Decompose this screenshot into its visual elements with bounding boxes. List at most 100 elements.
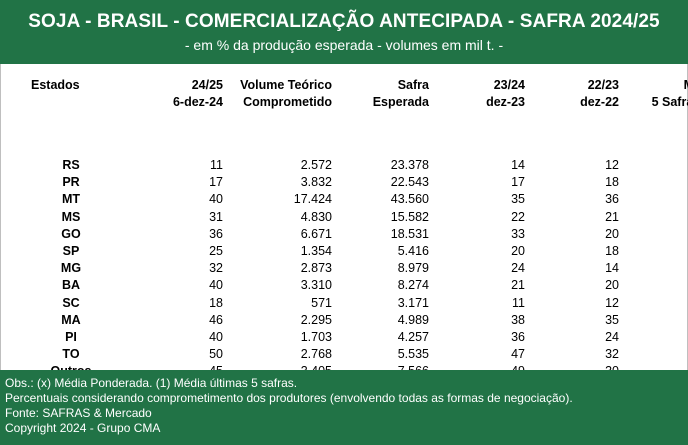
value-cell: 22.543 <box>390 175 429 190</box>
table-row: SP 25 1.354 5.416 20 1833,4 <box>1 243 688 260</box>
value-cell: 12 <box>605 295 619 310</box>
value-cell: 44,8 <box>619 191 688 208</box>
state-cell: GO <box>61 226 81 241</box>
value-cell: 20,2 <box>619 295 688 312</box>
value-cell: 4.830 <box>300 209 332 224</box>
table-row: MT 40 17.424 43.560 35 3644,8 <box>1 191 688 208</box>
col-header-safra: Safra Esperada <box>372 78 429 109</box>
state-cell: MS <box>61 209 81 224</box>
value-cell: 40,0 <box>619 329 688 346</box>
value-cell: 32 <box>209 261 223 276</box>
report-footer: Obs.: (x) Média Ponderada. (1) Média últ… <box>0 370 688 445</box>
value-cell: 35 <box>511 192 525 207</box>
value-cell: 47,0 <box>619 346 688 363</box>
value-cell: 14 <box>605 261 619 276</box>
table-row: BA 40 3.310 8.274 21 2035,0 <box>1 277 688 294</box>
value-cell: 47 <box>511 347 525 362</box>
state-cell: MA <box>61 312 81 327</box>
value-cell: 22 <box>511 209 525 224</box>
value-cell: 39,2 <box>619 226 688 243</box>
state-cell: TO <box>62 347 80 362</box>
value-cell: 35 <box>605 312 619 327</box>
value-cell: 35,0 <box>619 277 688 294</box>
table-row: MG 32 2.873 8.979 24 1434,4 <box>1 260 688 277</box>
col-header-2425: 24/25 6-dez-24 <box>172 78 223 109</box>
value-cell: 24 <box>511 261 525 276</box>
table-row: MS 31 4.830 15.582 22 2133,8 <box>1 209 688 226</box>
value-cell: 40 <box>209 192 223 207</box>
table-row: MA 46 2.295 4.989 38 3546,0 <box>1 312 688 329</box>
value-cell: 18 <box>605 175 619 190</box>
col-header-media: Média 5 Safras (1) <box>651 78 688 109</box>
value-cell: 24 <box>605 330 619 345</box>
value-cell: 32 <box>605 347 619 362</box>
state-cell: SP <box>62 244 80 259</box>
value-cell: 8.274 <box>397 278 429 293</box>
value-cell: 40 <box>209 330 223 345</box>
footer-note-obs: Obs.: (x) Média Ponderada. (1) Média últ… <box>5 376 298 390</box>
table-body: RS112.57223.378141219,6PR173.83222.54317… <box>1 157 688 398</box>
state-cell: PR <box>62 175 80 190</box>
value-cell: 2.295 <box>300 312 332 327</box>
value-cell: 4.257 <box>397 330 429 345</box>
state-cell: PI <box>65 330 77 345</box>
value-cell: 40 <box>209 278 223 293</box>
footer-copyright: Copyright 2024 - Grupo CMA <box>5 421 161 435</box>
footer-source: Fonte: SAFRAS & Mercado <box>5 406 152 420</box>
value-cell: 20 <box>605 278 619 293</box>
state-cell: SC <box>62 295 80 310</box>
table-row: GO 36 6.671 18.531 33 2039,2 <box>1 226 688 243</box>
value-cell: 17.424 <box>293 192 332 207</box>
table-row: SC 18 571 3.171 11 1220,2 <box>1 295 688 312</box>
report-title: SOJA - BRASIL - COMERCIALIZAÇÃO ANTECIPA… <box>28 11 660 32</box>
state-cell: RS <box>62 158 80 172</box>
value-cell: 36 <box>209 226 223 241</box>
report-subtitle: - em % da produção esperada - volumes em… <box>184 37 504 53</box>
value-cell: 23.378 <box>390 158 429 172</box>
value-cell: 43.560 <box>390 192 429 207</box>
table-row: PI 40 1.703 4.257 36 2440,0 <box>1 329 688 346</box>
col-header-2324: 23/24 dez-23 <box>486 78 525 109</box>
value-cell: 3.171 <box>397 295 429 310</box>
state-cell: BA <box>61 278 81 293</box>
data-table: Estados 24/25 6-dez-24 Volume Teórico Co… <box>1 77 688 398</box>
value-cell: 36 <box>511 330 525 345</box>
value-cell: 50 <box>209 347 223 362</box>
value-cell: 2.768 <box>300 347 332 362</box>
value-cell: 18 <box>605 244 619 259</box>
value-cell: 1.354 <box>300 244 332 259</box>
value-cell: 11 <box>210 158 223 172</box>
value-cell: 18.531 <box>390 226 429 241</box>
value-cell: 28,6 <box>619 174 688 191</box>
value-cell: 3.310 <box>300 278 332 293</box>
col-header-estados: Estados <box>31 78 80 92</box>
footer-note-percent: Percentuais considerando comprometimento… <box>5 391 573 405</box>
value-cell: 20 <box>605 226 619 241</box>
value-cell: 6.671 <box>300 226 332 241</box>
value-cell: 33,8 <box>619 209 688 226</box>
value-cell: 11 <box>512 295 525 310</box>
value-cell: 19,6 <box>619 157 688 174</box>
table-header-row: Estados 24/25 6-dez-24 Volume Teórico Co… <box>1 77 688 117</box>
value-cell: 571 <box>311 295 332 310</box>
value-cell: 21 <box>605 209 619 224</box>
state-cell: MG <box>60 261 82 276</box>
value-cell: 18 <box>209 295 223 310</box>
value-cell: 31 <box>209 209 223 224</box>
value-cell: 4.989 <box>397 312 429 327</box>
table-row: TO 50 2.768 5.535 47 3247,0 <box>1 346 688 363</box>
report-header: SOJA - BRASIL - COMERCIALIZAÇÃO ANTECIPA… <box>0 0 688 64</box>
value-cell: 38 <box>511 312 525 327</box>
col-header-2223: 22/23 dez-22 <box>580 78 619 109</box>
value-cell: 3.832 <box>300 175 332 190</box>
value-cell: 12 <box>605 158 619 172</box>
value-cell: 14 <box>511 158 525 172</box>
value-cell: 25 <box>209 244 223 259</box>
value-cell: 46,0 <box>619 312 688 329</box>
value-cell: 17 <box>209 175 223 190</box>
value-cell: 5.416 <box>397 244 429 259</box>
col-header-volume: Volume Teórico Comprometido <box>240 78 332 109</box>
table-row: PR 17 3.832 22.543 17 1828,6 <box>1 174 688 191</box>
value-cell: 2.873 <box>300 261 332 276</box>
